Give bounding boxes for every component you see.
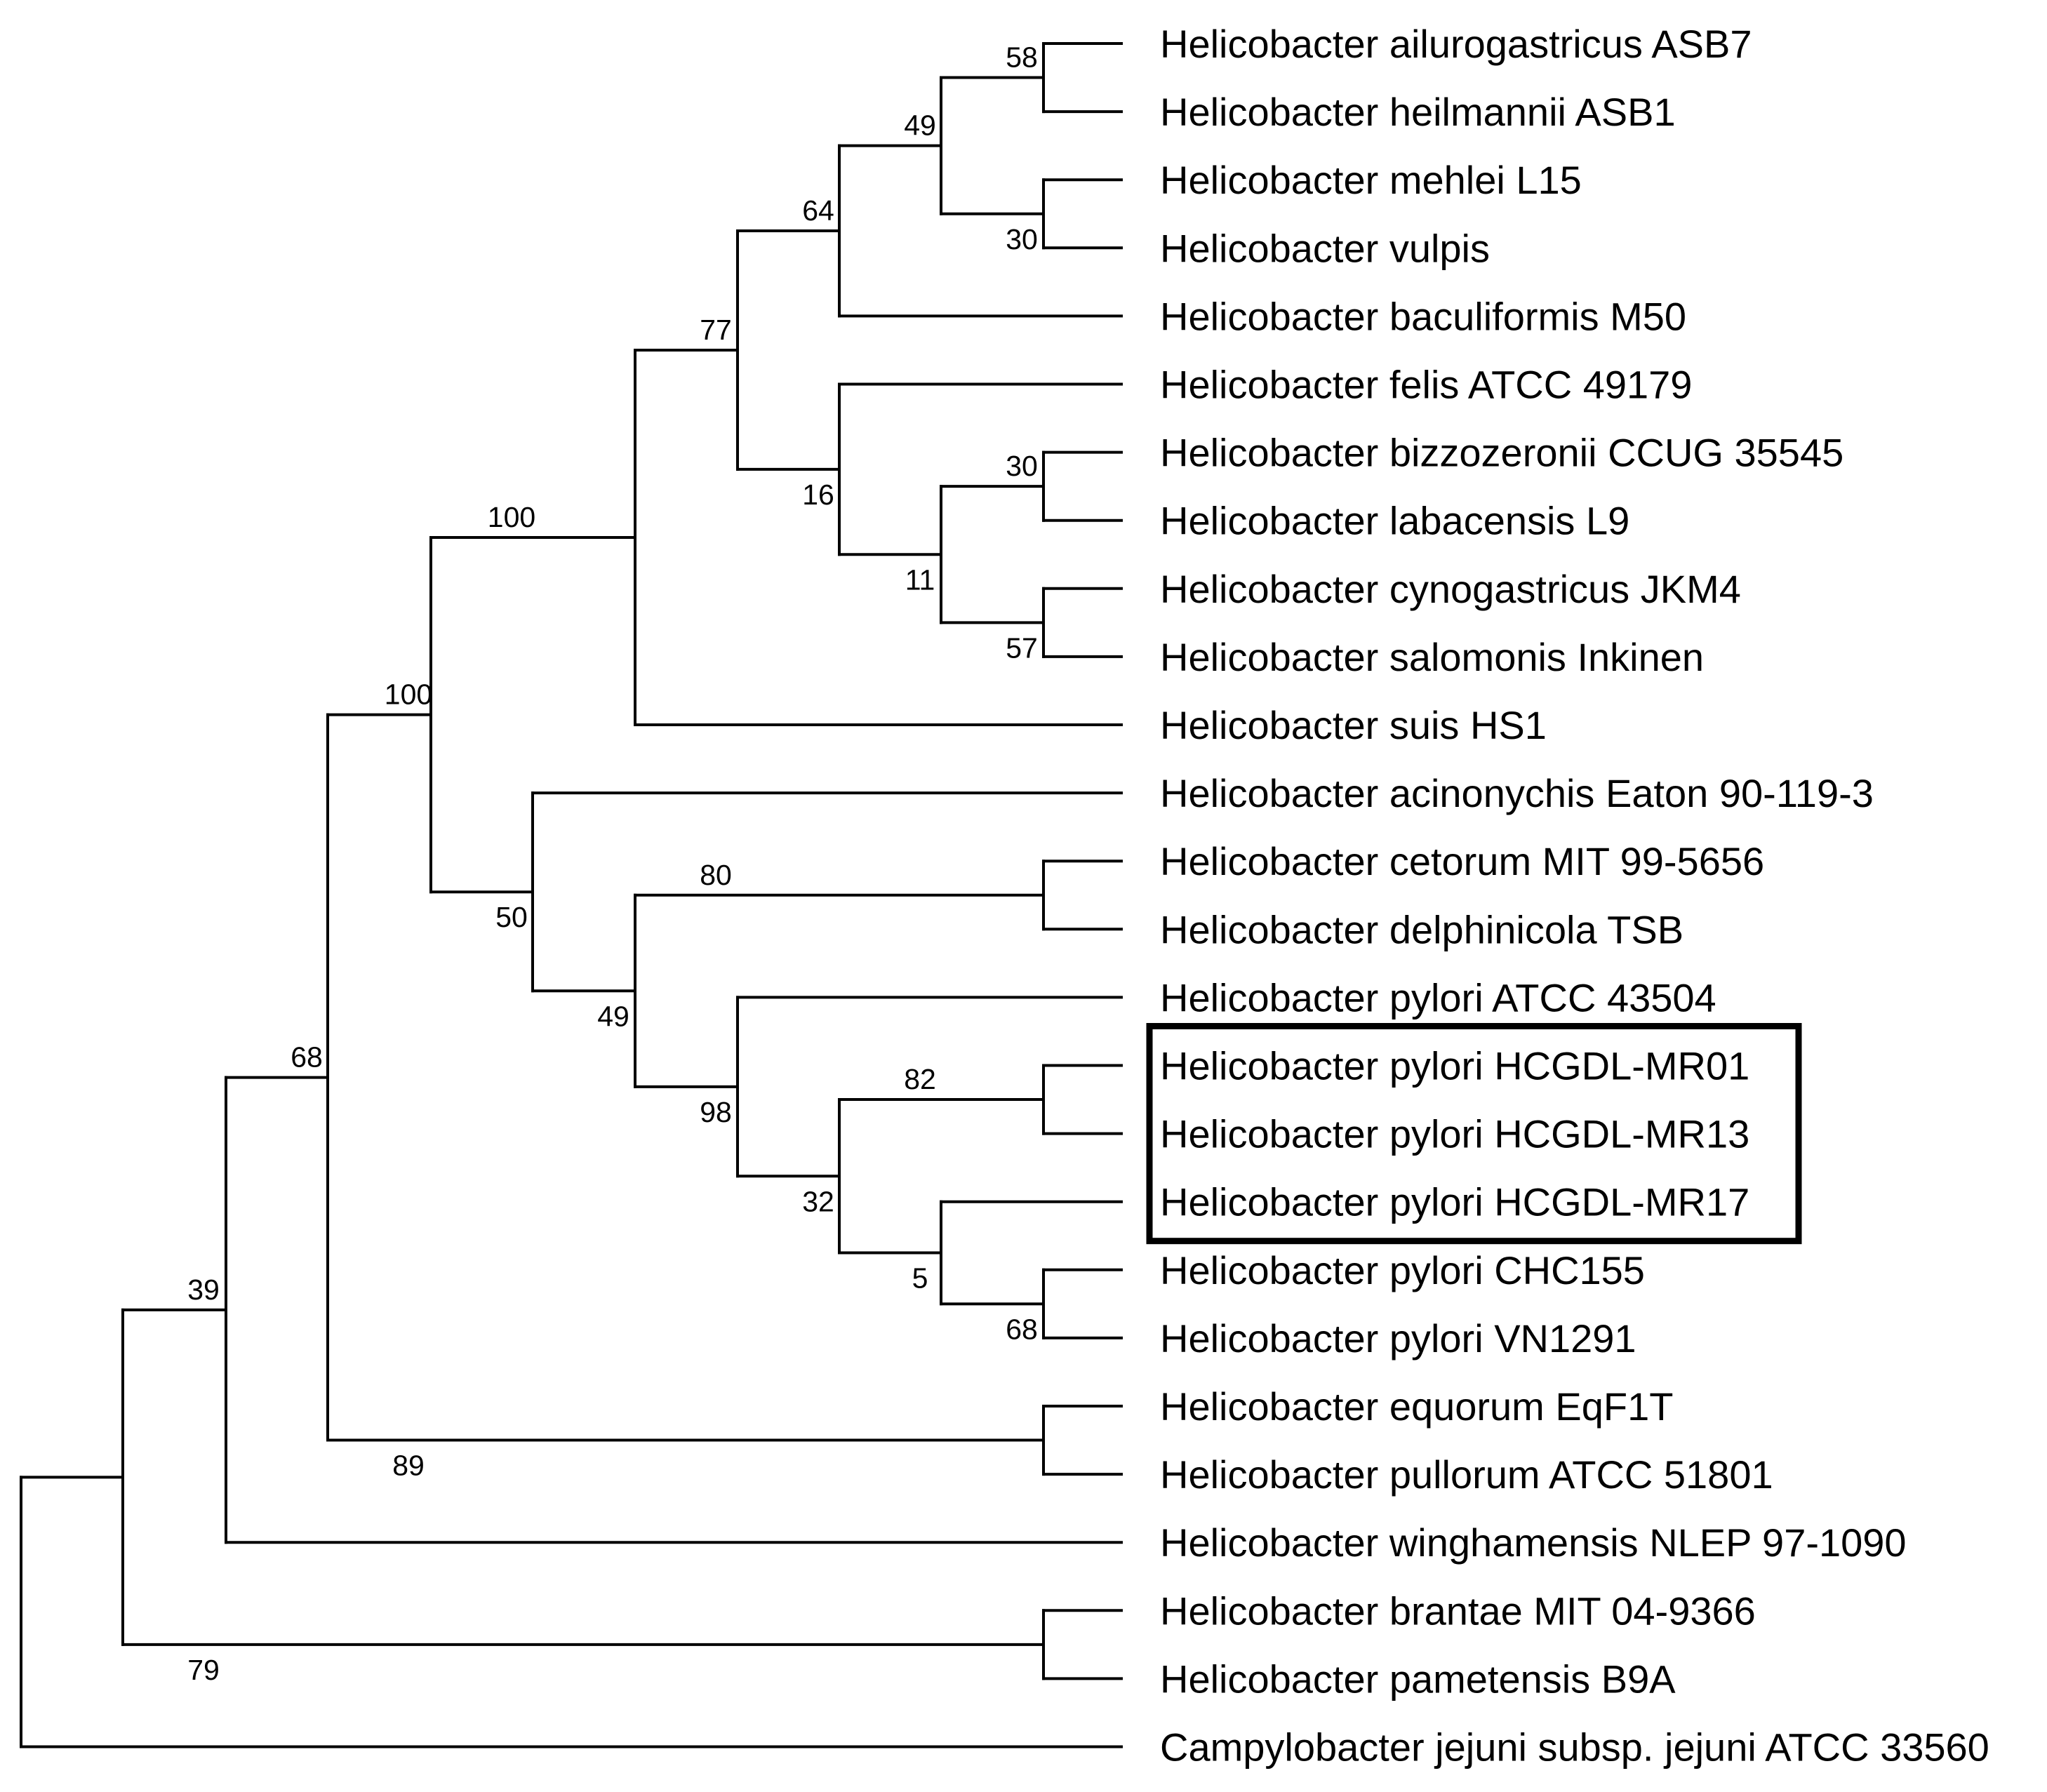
taxon-label: Campylobacter jejuni subsp. jejuni ATCC … — [1160, 1725, 1989, 1770]
taxon-label: Helicobacter acinonychis Eaton 90-119-3 — [1160, 771, 1874, 815]
bootstrap-value: 39 — [187, 1273, 220, 1306]
taxon-label: Helicobacter mehlei L15 — [1160, 158, 1582, 202]
taxon-label: Helicobacter felis ATCC 49179 — [1160, 363, 1692, 407]
bootstrap-value: 80 — [700, 859, 732, 891]
taxon-label: Helicobacter pylori VN1291 — [1160, 1316, 1636, 1360]
bootstrap-value: 49 — [597, 1000, 629, 1032]
taxon-label: Helicobacter brantae MIT 04-9366 — [1160, 1589, 1756, 1633]
bootstrap-value: 49 — [904, 109, 936, 142]
bootstrap-value: 89 — [392, 1450, 425, 1482]
bootstrap-value: 30 — [1006, 450, 1038, 482]
taxon-label: Helicobacter winghamensis NLEP 97-1090 — [1160, 1520, 1907, 1565]
taxon-label: Helicobacter bizzozeronii CCUG 35545 — [1160, 431, 1843, 475]
taxon-label: Helicobacter vulpis — [1160, 226, 1490, 270]
taxon-label: Helicobacter salomonis Inkinen — [1160, 635, 1704, 679]
taxon-label: Helicobacter baculiformis M50 — [1160, 294, 1686, 338]
bootstrap-value: 30 — [1006, 223, 1038, 255]
bootstrap-value: 50 — [495, 901, 528, 933]
bootstrap-values: 58 30 49 64 30 57 11 16 77 100 80 82 68 5 32 98 49 50 100 8… — [187, 41, 1038, 1686]
taxon-label: Helicobacter pylori CHC155 — [1160, 1248, 1645, 1292]
taxon-label: Helicobacter pylori ATCC 43504 — [1160, 975, 1716, 1019]
bootstrap-value: 100 — [385, 678, 432, 711]
taxon-label: Helicobacter pylori HCGDL-MR17 — [1160, 1180, 1749, 1224]
bootstrap-value: 32 — [802, 1185, 834, 1217]
bootstrap-value: 5 — [912, 1262, 928, 1295]
taxon-label: Helicobacter ailurogastricus ASB7 — [1160, 22, 1752, 66]
taxon-label: Helicobacter heilmannii ASB1 — [1160, 90, 1676, 134]
bootstrap-value: 11 — [905, 563, 935, 596]
taxon-label: Helicobacter suis HS1 — [1160, 703, 1547, 747]
bootstrap-value: 79 — [187, 1654, 220, 1686]
taxon-label: Helicobacter pylori HCGDL-MR13 — [1160, 1112, 1749, 1156]
bootstrap-value: 100 — [488, 501, 535, 533]
bootstrap-value: 68 — [1006, 1313, 1038, 1345]
bootstrap-value: 57 — [1006, 631, 1038, 664]
bootstrap-value: 64 — [802, 194, 834, 227]
taxon-label: Helicobacter cynogastricus JKM4 — [1160, 567, 1741, 611]
bootstrap-value: 77 — [700, 314, 732, 346]
bootstrap-value: 82 — [904, 1063, 936, 1095]
taxon-label: Helicobacter pametensis B9A — [1160, 1657, 1676, 1701]
taxon-label: Helicobacter labacensis L9 — [1160, 499, 1629, 543]
highlight-box — [1146, 1023, 1802, 1245]
taxon-label: Helicobacter pylori HCGDL-MR01 — [1160, 1044, 1749, 1088]
tree-branches — [20, 42, 1123, 1748]
taxon-labels: Helicobacter ailurogastricus ASB7 Helicob… — [1160, 22, 1989, 1770]
bootstrap-value: 98 — [700, 1096, 732, 1128]
bootstrap-value: 16 — [802, 479, 834, 511]
taxon-label: Helicobacter equorum EqF1T — [1160, 1384, 1673, 1429]
taxon-label: Helicobacter pullorum ATCC 51801 — [1160, 1452, 1773, 1497]
bootstrap-value: 58 — [1006, 41, 1038, 74]
bootstrap-value: 68 — [291, 1041, 323, 1074]
taxon-label: Helicobacter delphinicola TSB — [1160, 907, 1683, 951]
taxon-label: Helicobacter cetorum MIT 99-5656 — [1160, 839, 1764, 883]
